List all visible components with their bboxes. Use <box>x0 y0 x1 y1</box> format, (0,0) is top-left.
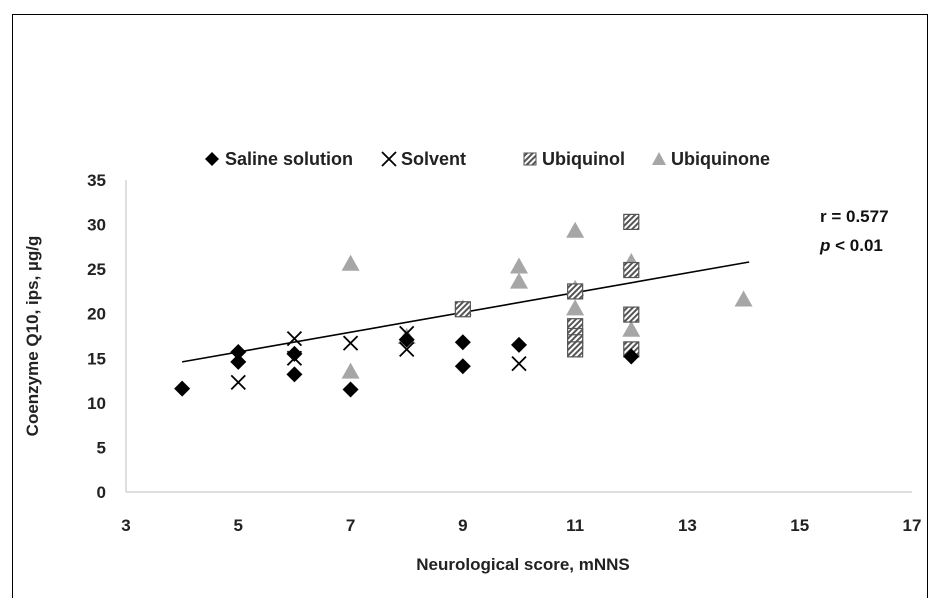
legend-label-ubiquinone: Ubiquinone <box>671 149 770 169</box>
legend-marker-x <box>381 151 397 167</box>
legend-marker-diamond <box>205 152 219 166</box>
x-tick-label: 3 <box>121 516 130 535</box>
point-saline-solution <box>511 336 527 353</box>
point-ubiquinol <box>567 283 584 300</box>
y-tick-label: 35 <box>87 171 106 190</box>
point-solvent <box>342 335 359 351</box>
legend-label-solvent: Solvent <box>401 149 466 169</box>
legend-label-ubiquinol: Ubiquinol <box>542 149 625 169</box>
x-tick-label: 5 <box>234 516 243 535</box>
point-saline-solution <box>286 366 303 383</box>
legend-label-saline: Saline solution <box>225 149 353 169</box>
legend: Saline solution Solvent Ubiquinol Ubiqui… <box>205 149 770 169</box>
point-saline-solution <box>398 331 415 348</box>
y-tick-label: 5 <box>97 438 106 457</box>
legend-marker-hatched-square <box>523 152 537 166</box>
point-ubiquinone <box>510 257 528 274</box>
x-tick-label: 7 <box>346 516 355 535</box>
point-ubiquinol <box>623 306 640 323</box>
x-tick-label: 11 <box>566 516 584 535</box>
point-saline-solution <box>342 381 359 398</box>
y-tick-label: 20 <box>87 305 106 324</box>
point-saline-solution <box>454 358 471 375</box>
point-ubiquinone <box>510 272 528 289</box>
y-tick-label: 0 <box>97 483 106 502</box>
point-solvent <box>230 374 246 390</box>
point-ubiquinol <box>623 213 640 230</box>
point-ubiquinone <box>622 320 641 337</box>
point-solvent <box>399 341 415 358</box>
point-saline-solution <box>230 353 247 370</box>
point-solvent <box>286 331 303 347</box>
legend-marker-triangle <box>652 152 666 165</box>
y-tick-label: 10 <box>87 394 106 413</box>
y-tick-label: 30 <box>87 216 106 235</box>
legend-item-saline: Saline solution <box>205 149 353 169</box>
point-ubiquinone <box>566 221 585 238</box>
point-ubiquinone <box>566 299 585 316</box>
legend-item-ubiquinone: Ubiquinone <box>652 149 770 169</box>
point-ubiquinone <box>734 290 753 307</box>
point-saline-solution <box>286 345 303 362</box>
x-tick-label: 9 <box>458 516 467 535</box>
legend-item-solvent: Solvent <box>381 149 466 169</box>
point-ubiquinol <box>567 341 584 358</box>
x-tick-label: 15 <box>790 516 809 535</box>
p-symbol: p <box>819 236 830 255</box>
point-ubiquinol <box>623 261 640 279</box>
point-saline-solution <box>623 348 640 365</box>
point-ubiquinone <box>341 254 360 271</box>
x-tick-labels: 3 5 7 9 11 13 15 17 <box>121 516 921 535</box>
p-annotation: p < 0.01 <box>819 236 883 255</box>
chart-frame <box>12 14 928 598</box>
x-tick-label: 13 <box>678 516 697 535</box>
r-annotation: r = 0.577 <box>820 207 889 226</box>
point-saline-solution <box>230 344 247 361</box>
point-ubiquinol <box>454 301 471 318</box>
y-axis-title: Coenzyme Q10, ips, µg/g <box>23 236 42 437</box>
x-tick-label: 17 <box>903 516 922 535</box>
data-points <box>174 213 753 398</box>
point-saline-solution <box>174 380 191 397</box>
legend-item-ubiquinol: Ubiquinol <box>523 149 625 169</box>
point-solvent <box>511 355 527 372</box>
y-tick-label: 25 <box>87 260 106 279</box>
p-value: < 0.01 <box>830 236 882 255</box>
point-ubiquinone <box>341 362 360 379</box>
y-tick-labels: 0 5 10 15 20 25 30 35 <box>87 171 106 502</box>
y-tick-label: 15 <box>87 349 106 368</box>
point-saline-solution <box>454 334 471 351</box>
x-axis-title: Neurological score, mNNS <box>416 555 630 574</box>
